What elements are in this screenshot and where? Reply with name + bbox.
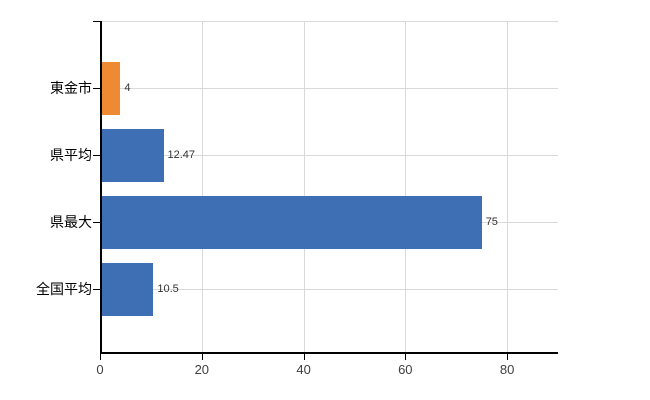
x-tick-label: 60 <box>398 362 413 377</box>
value-label: 12.47 <box>167 149 196 161</box>
y-tick-mark <box>93 222 100 223</box>
x-tick-label: 40 <box>296 362 311 377</box>
bar-1 <box>100 61 121 115</box>
x-tick-mark <box>507 353 509 360</box>
y-tick-mark <box>93 289 100 290</box>
value-label: 10.5 <box>157 283 179 295</box>
category-label: 県最大 <box>50 214 92 230</box>
bar-3 <box>100 195 482 249</box>
gridline-vertical <box>507 21 509 353</box>
x-tick-mark <box>201 353 203 360</box>
category-label: 東金市 <box>50 80 92 96</box>
gridline-horizontal <box>100 88 558 89</box>
x-axis-line <box>100 352 558 354</box>
bar-2 <box>100 128 164 182</box>
gridline-vertical <box>201 21 203 353</box>
gridline-vertical <box>303 21 305 353</box>
value-label: 4 <box>124 82 131 94</box>
category-label: 全国平均 <box>36 281 92 297</box>
y-tick-mark <box>93 155 100 156</box>
y-axis-line <box>100 21 102 353</box>
x-tick-mark <box>303 353 305 360</box>
plot-top-border <box>100 21 558 22</box>
gridline-horizontal <box>100 155 558 156</box>
x-tick-mark <box>100 353 101 360</box>
x-tick-label: 0 <box>96 362 104 377</box>
gridline-horizontal <box>100 289 558 290</box>
gridline-vertical <box>405 21 407 353</box>
y-tick-mark <box>93 88 100 89</box>
x-tick-label: 20 <box>194 362 210 377</box>
x-tick-mark <box>405 353 407 360</box>
bar-4 <box>100 262 154 316</box>
value-label: 75 <box>485 216 498 228</box>
y-axis-top-tick <box>93 21 100 22</box>
category-label: 県平均 <box>50 147 92 163</box>
x-tick-label: 80 <box>499 362 515 377</box>
